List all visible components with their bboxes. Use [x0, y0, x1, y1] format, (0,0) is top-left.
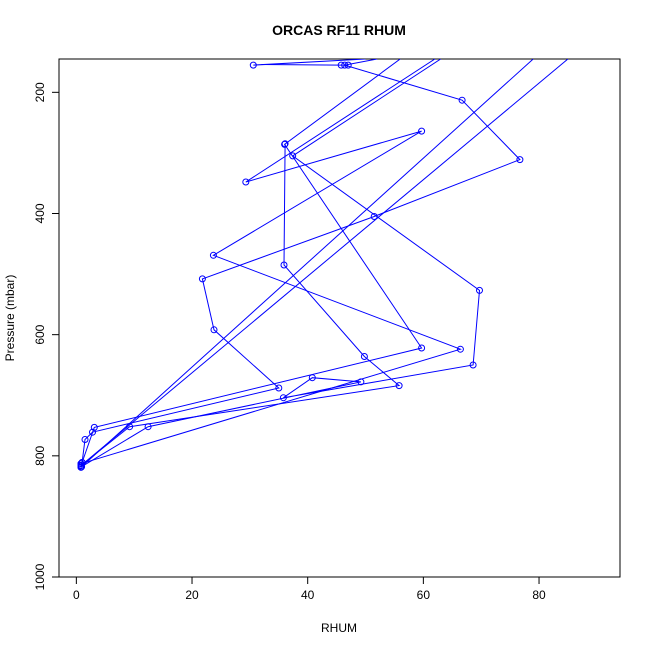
series-line-3 [80, 143, 401, 466]
data-point [210, 326, 218, 334]
data-point [516, 156, 524, 164]
data-point [77, 462, 85, 469]
data-point [418, 344, 426, 352]
marker-layer [77, 61, 524, 471]
y-tick-label: 800 [33, 445, 47, 465]
x-tick-label: 80 [532, 588, 546, 602]
x-axis: 0 20 40 60 80 [73, 576, 546, 602]
series-layer [80, 59, 569, 468]
data-point [370, 213, 378, 220]
series-line-7 [80, 59, 569, 466]
data-point [249, 61, 257, 69]
data-point [242, 178, 250, 186]
x-tick-label: 60 [417, 588, 431, 602]
series-line-9 [261, 64, 349, 66]
data-point [357, 378, 365, 386]
data-point [476, 286, 483, 294]
y-tick-label: 600 [33, 324, 47, 344]
y-tick-label: 200 [33, 82, 47, 102]
data-point [144, 423, 152, 431]
series-line-4 [81, 59, 481, 468]
series-line-2 [81, 59, 423, 463]
data-point [469, 361, 477, 369]
x-tick-label: 0 [73, 588, 80, 602]
x-tick-label: 20 [185, 588, 199, 602]
data-point [308, 374, 316, 382]
data-point [81, 436, 89, 443]
data-point [418, 127, 426, 135]
data-point [456, 345, 464, 353]
data-point [279, 394, 287, 402]
data-point [458, 96, 466, 104]
y-tick-label: 1000 [33, 563, 47, 590]
data-point [360, 353, 368, 360]
chart-title: ORCAS RF11 RHUM [272, 22, 406, 38]
data-point [78, 459, 86, 466]
data-point [209, 251, 217, 259]
data-point [90, 423, 98, 431]
data-point [275, 384, 283, 392]
y-axis: 200 400 600 800 1000 [33, 82, 60, 590]
data-point [341, 61, 349, 69]
data-point [337, 61, 345, 69]
data-point [281, 140, 289, 148]
data-point [89, 428, 96, 436]
data-point [289, 152, 297, 160]
data-point [344, 61, 352, 69]
data-point [280, 261, 288, 269]
y-axis-label: Pressure (mbar) [3, 275, 17, 362]
data-point [126, 423, 134, 431]
x-tick-label: 40 [301, 588, 315, 602]
series-line-5 [80, 59, 462, 465]
data-point [198, 275, 206, 283]
data-point [395, 382, 403, 390]
x-axis-label: RHUM [321, 621, 357, 635]
y-tick-label: 400 [33, 203, 47, 223]
series-line-6 [80, 59, 534, 468]
